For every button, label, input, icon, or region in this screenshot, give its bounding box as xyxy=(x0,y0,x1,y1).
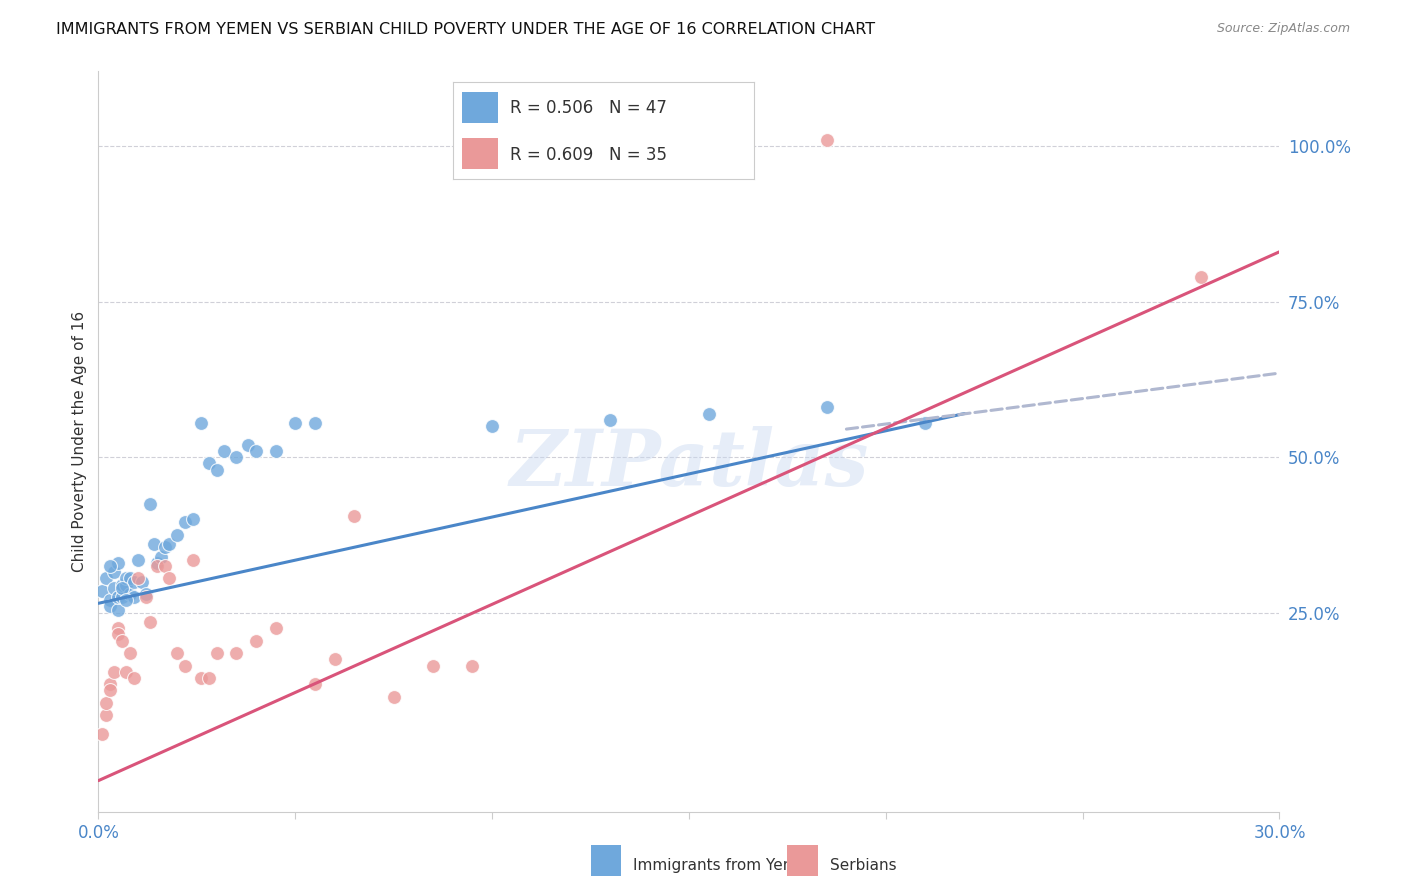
Point xyxy=(815,401,838,415)
Text: Source: ZipAtlas.com: Source: ZipAtlas.com xyxy=(1216,22,1350,36)
Point xyxy=(323,652,346,666)
Point xyxy=(135,590,157,604)
Point xyxy=(98,593,121,607)
Point xyxy=(96,696,118,710)
Point xyxy=(166,646,188,660)
Point xyxy=(111,590,134,604)
Point xyxy=(103,665,125,679)
Point xyxy=(118,587,141,601)
Point xyxy=(190,416,212,430)
Point xyxy=(111,633,134,648)
Point xyxy=(815,133,838,147)
Point xyxy=(225,450,247,464)
Point xyxy=(264,443,287,458)
Text: IMMIGRANTS FROM YEMEN VS SERBIAN CHILD POVERTY UNDER THE AGE OF 16 CORRELATION C: IMMIGRANTS FROM YEMEN VS SERBIAN CHILD P… xyxy=(56,22,876,37)
Point xyxy=(96,571,118,585)
Point xyxy=(205,462,228,476)
Point xyxy=(103,565,125,579)
Point xyxy=(115,571,138,585)
Point xyxy=(343,509,366,524)
Point xyxy=(697,407,720,421)
Point xyxy=(245,633,267,648)
Point xyxy=(181,512,204,526)
Point xyxy=(304,416,326,430)
Point xyxy=(91,583,114,598)
Point xyxy=(111,577,134,591)
Point xyxy=(115,593,138,607)
Point xyxy=(96,708,118,723)
Point xyxy=(304,677,326,691)
Point xyxy=(122,671,145,685)
Point xyxy=(264,621,287,635)
Point xyxy=(107,621,129,635)
Point xyxy=(107,590,129,604)
Point xyxy=(127,553,149,567)
Point xyxy=(422,658,444,673)
Point xyxy=(197,456,219,470)
Point xyxy=(98,683,121,698)
Point xyxy=(174,516,197,530)
Point xyxy=(98,677,121,691)
Point xyxy=(599,413,621,427)
Point xyxy=(111,581,134,595)
Point xyxy=(122,590,145,604)
Text: ZIPatlas: ZIPatlas xyxy=(509,425,869,502)
Point xyxy=(127,571,149,585)
Point xyxy=(138,615,160,629)
Point xyxy=(382,690,405,704)
Point xyxy=(157,537,180,551)
Point xyxy=(107,627,129,641)
Point xyxy=(155,541,177,555)
Point xyxy=(118,646,141,660)
Point xyxy=(150,549,173,564)
Point xyxy=(190,671,212,685)
Text: Immigrants from Yemen: Immigrants from Yemen xyxy=(633,858,817,872)
Point xyxy=(245,443,267,458)
Point xyxy=(115,577,138,591)
Point xyxy=(155,558,177,573)
Point xyxy=(135,587,157,601)
Point xyxy=(481,419,503,434)
Point xyxy=(98,558,121,573)
Point xyxy=(142,537,165,551)
Point xyxy=(214,443,236,458)
Point xyxy=(98,599,121,614)
Point xyxy=(236,437,259,451)
Text: Serbians: Serbians xyxy=(830,858,896,872)
Point xyxy=(91,727,114,741)
Point xyxy=(197,671,219,685)
Point xyxy=(174,658,197,673)
Point xyxy=(284,416,307,430)
Point xyxy=(146,558,169,573)
Point xyxy=(107,556,129,570)
Point xyxy=(115,665,138,679)
Point xyxy=(461,658,484,673)
Point xyxy=(146,556,169,570)
Point xyxy=(107,602,129,616)
Point xyxy=(181,553,204,567)
Point xyxy=(914,416,936,430)
Point xyxy=(138,497,160,511)
Point xyxy=(1189,269,1212,284)
Point xyxy=(122,574,145,589)
Point xyxy=(103,581,125,595)
Point xyxy=(166,528,188,542)
Point xyxy=(157,571,180,585)
Y-axis label: Child Poverty Under the Age of 16: Child Poverty Under the Age of 16 xyxy=(72,311,87,572)
Point xyxy=(225,646,247,660)
Point xyxy=(205,646,228,660)
Point xyxy=(131,574,153,589)
Point xyxy=(118,571,141,585)
